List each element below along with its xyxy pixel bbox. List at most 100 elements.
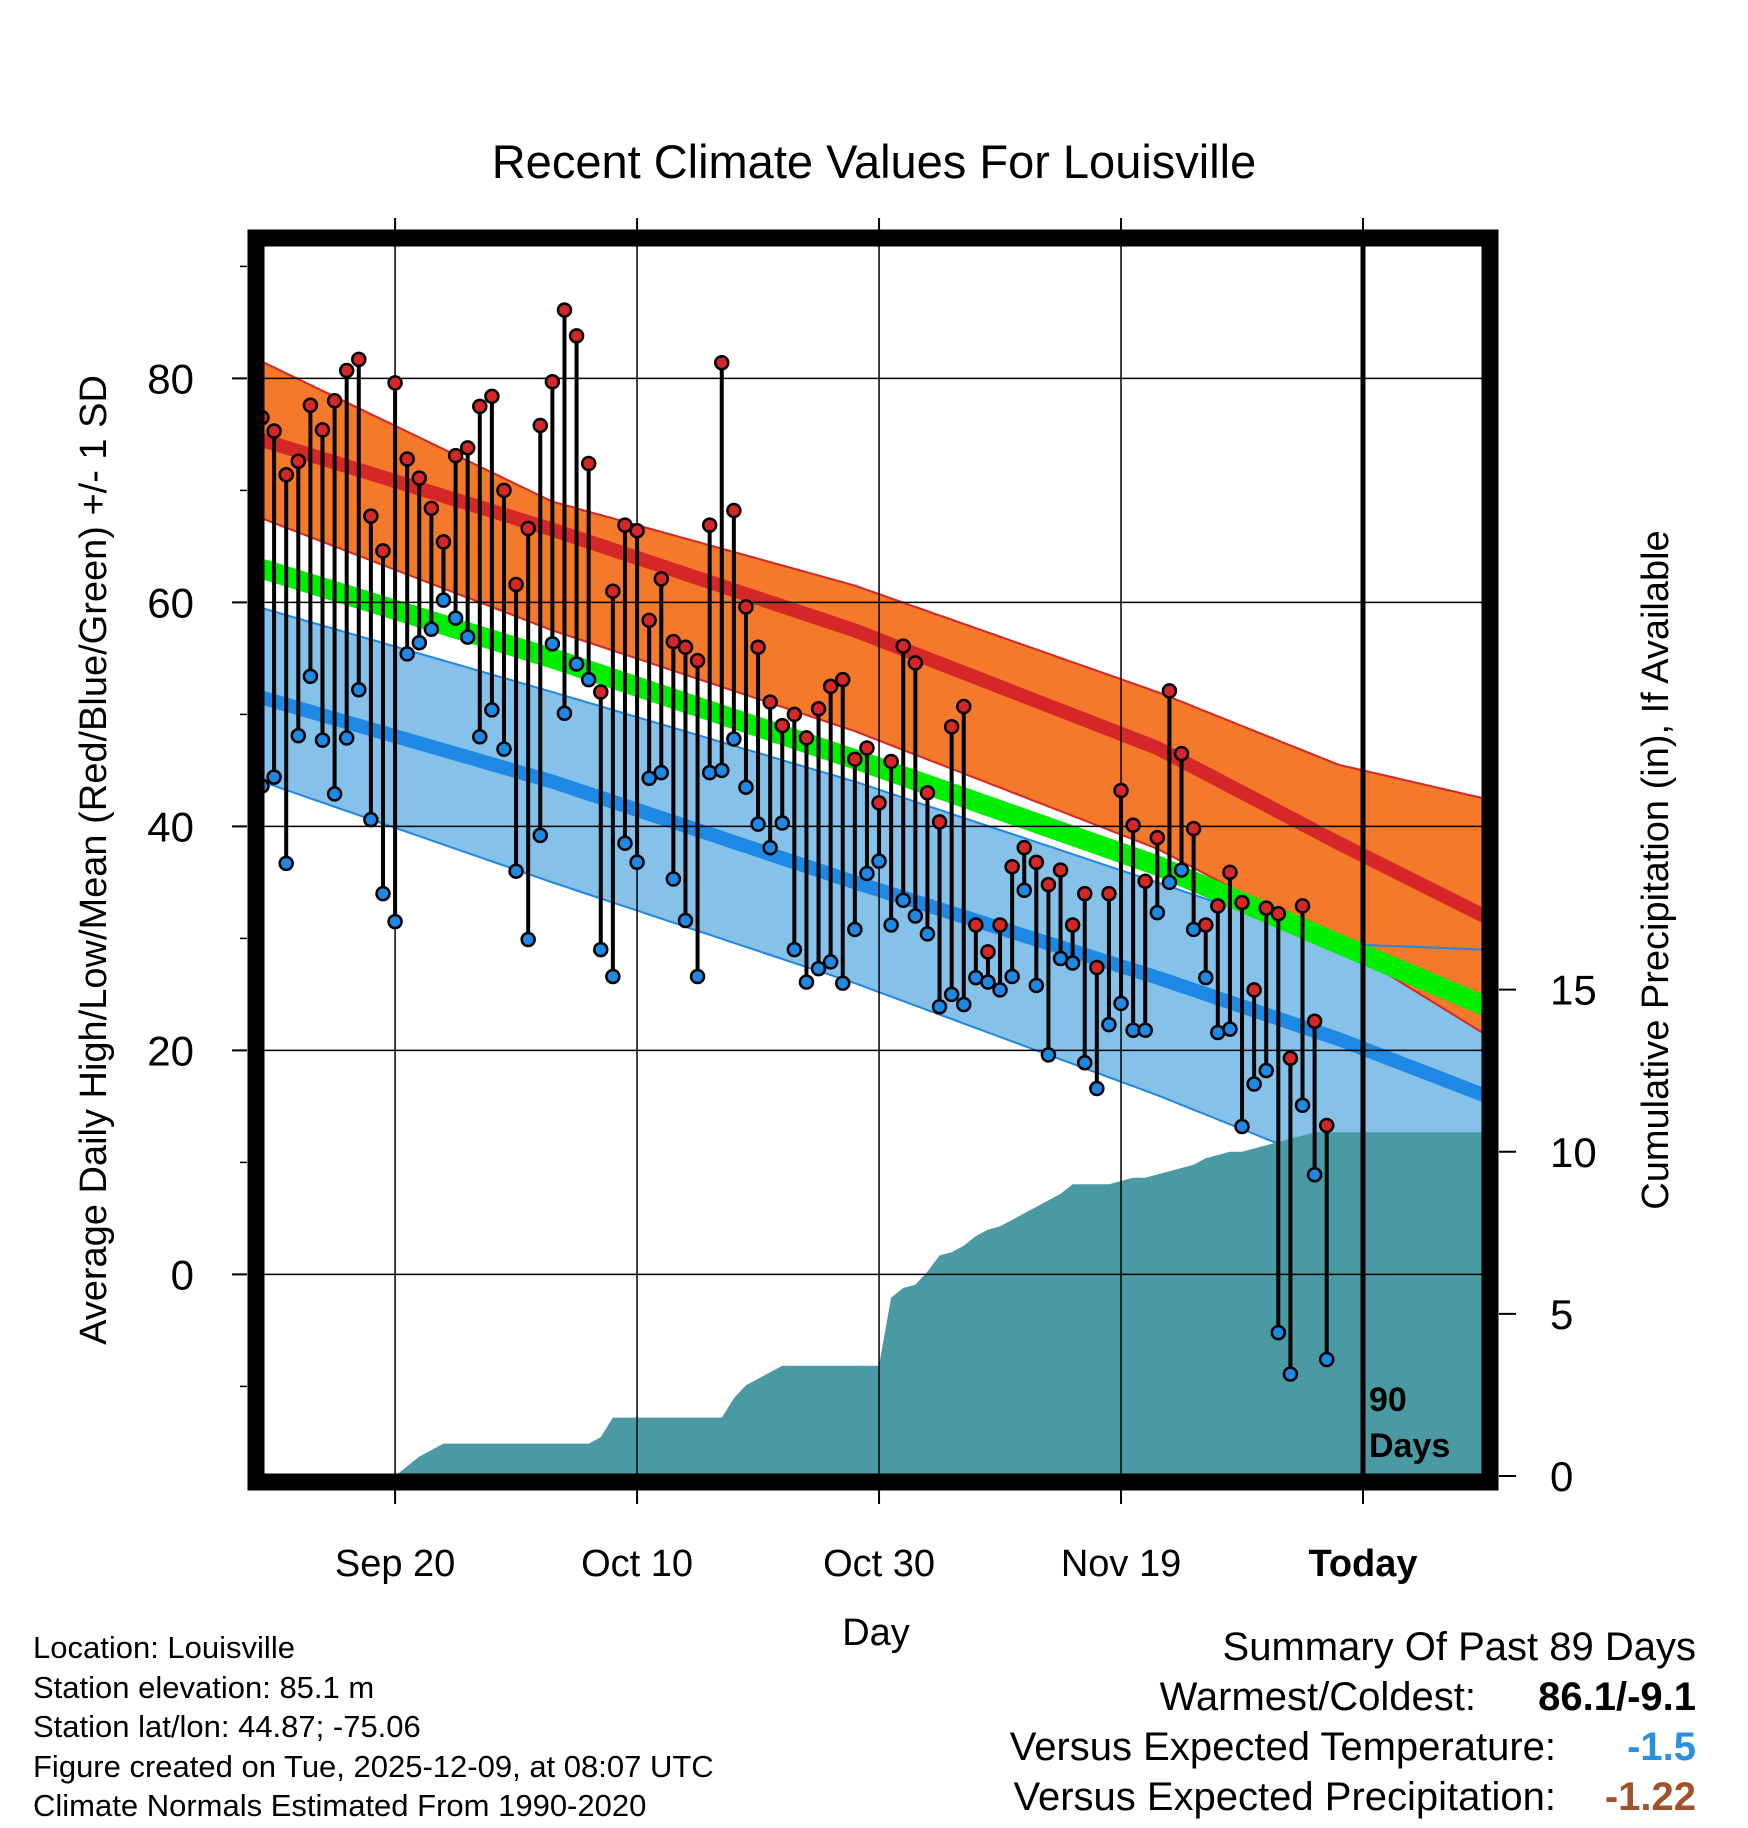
- high-point: [774, 717, 791, 734]
- low-point: [326, 786, 343, 802]
- high-point: [1076, 885, 1093, 902]
- high-point: [1016, 839, 1032, 856]
- high-point: [568, 328, 585, 344]
- low-point: [677, 912, 694, 929]
- y-right-tick-label: 10: [1550, 1129, 1597, 1176]
- high-point: [278, 466, 294, 483]
- low-point: [1234, 1118, 1250, 1135]
- station-info: Location: Louisville Station elevation: …: [33, 1628, 714, 1826]
- high-point: [629, 522, 645, 539]
- low-point: [556, 705, 573, 722]
- high-point: [1161, 683, 1178, 699]
- today-days-label: Days: [1369, 1427, 1450, 1465]
- low-point: [302, 668, 319, 685]
- y-tick-label: 60: [147, 579, 194, 626]
- high-point: [750, 639, 766, 655]
- high-point: [810, 701, 827, 717]
- y-tick-label: 0: [171, 1251, 194, 1298]
- low-point: [1270, 1324, 1287, 1341]
- latlon-text: Station lat/lon: 44.87; -75.06: [33, 1709, 421, 1744]
- x-tick-label: Nov 19: [1061, 1543, 1181, 1585]
- high-point: [931, 814, 948, 830]
- low-point: [435, 592, 452, 608]
- low-point: [992, 982, 1008, 998]
- high-point: [1089, 959, 1105, 976]
- low-point: [701, 764, 718, 781]
- high-point: [435, 534, 452, 550]
- low-point: [798, 974, 815, 990]
- low-point: [496, 741, 512, 757]
- high-point: [290, 453, 307, 470]
- high-point: [617, 517, 633, 533]
- high-point: [508, 576, 524, 593]
- high-point: [859, 740, 875, 756]
- low-point: [580, 671, 597, 688]
- low-point: [883, 917, 899, 933]
- high-point: [1234, 894, 1250, 911]
- low-point: [1318, 1351, 1335, 1368]
- low-point: [919, 926, 936, 942]
- high-point: [1137, 873, 1153, 890]
- high-point: [1004, 858, 1020, 875]
- low-point: [689, 968, 706, 985]
- warmest-label: Warmest/Coldest:: [1159, 1675, 1476, 1719]
- high-point: [1222, 864, 1238, 881]
- warmest-value: 86.1/-9.1: [1538, 1675, 1696, 1719]
- low-point: [375, 885, 391, 902]
- high-point: [726, 502, 742, 519]
- high-point: [544, 374, 561, 390]
- low-point: [508, 863, 524, 879]
- low-point: [762, 839, 778, 856]
- low-point: [1197, 969, 1214, 986]
- low-point: [1016, 882, 1032, 898]
- high-point: [1028, 854, 1045, 870]
- low-point: [593, 941, 609, 958]
- high-point: [580, 455, 597, 472]
- high-point: [786, 706, 803, 723]
- low-point: [1028, 977, 1045, 994]
- high-point: [822, 678, 839, 695]
- low-point: [810, 960, 827, 977]
- high-point: [798, 730, 815, 746]
- low-point: [871, 853, 887, 869]
- location-text: Location: Louisville: [33, 1630, 295, 1665]
- low-point: [1306, 1166, 1323, 1183]
- high-point: [895, 638, 911, 654]
- high-point: [883, 753, 899, 770]
- low-point: [314, 732, 331, 748]
- x-tick-label: Oct 10: [581, 1543, 693, 1585]
- high-point: [701, 517, 718, 533]
- low-point: [750, 816, 766, 832]
- low-point: [351, 682, 367, 698]
- x-axis-label: Day: [842, 1612, 910, 1654]
- low-normal-line: [262, 690, 1484, 1102]
- low-point: [399, 646, 415, 662]
- high-point: [411, 470, 428, 486]
- low-point: [1004, 968, 1020, 985]
- high-point: [847, 751, 863, 767]
- high-point: [955, 698, 972, 715]
- summary-temp-row: Versus Expected Temperature: -1.5: [1010, 1722, 1696, 1772]
- high-point: [689, 652, 706, 669]
- high-point: [738, 599, 754, 615]
- high-point: [556, 302, 573, 318]
- y-tick-label: 20: [147, 1027, 194, 1074]
- low-point: [605, 968, 621, 985]
- low-point: [786, 941, 803, 958]
- low-point: [266, 769, 282, 785]
- high-point: [1113, 782, 1129, 799]
- chart-title: Recent Climate Values For Louisville: [492, 135, 1257, 188]
- high-point: [1040, 876, 1057, 893]
- high-point: [943, 718, 960, 735]
- y-tick-label: 80: [147, 355, 194, 402]
- low-point: [472, 729, 488, 745]
- high-point: [677, 639, 694, 655]
- low-point: [665, 871, 682, 887]
- low-point: [726, 731, 742, 747]
- low-point: [1089, 1080, 1105, 1097]
- high-point: [1306, 1013, 1323, 1030]
- low-point: [1173, 862, 1190, 878]
- summary-precip-row: Versus Expected Precipitation: -1.22: [1010, 1772, 1696, 1822]
- y-axis-right-label: Cumulative Precipitation (in), If Availa…: [1635, 530, 1677, 1209]
- low-point: [568, 656, 585, 672]
